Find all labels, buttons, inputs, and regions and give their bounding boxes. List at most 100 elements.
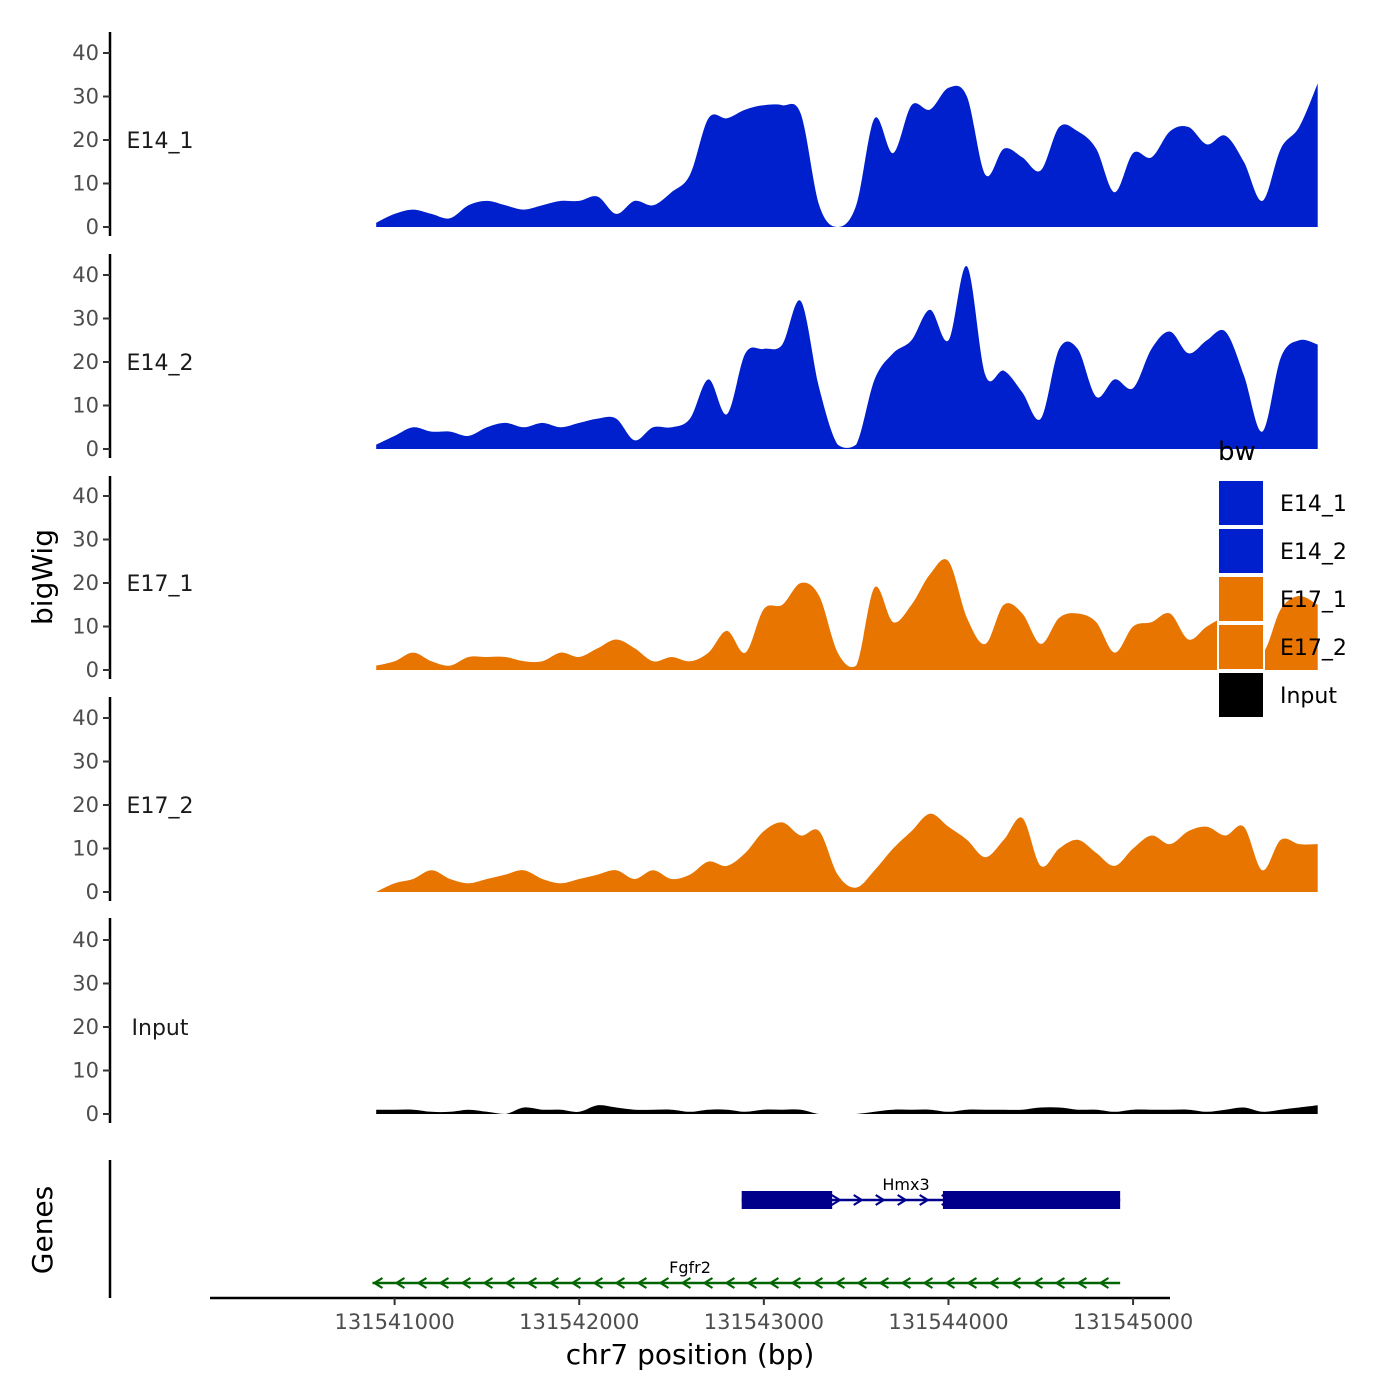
x-tick-label: 131545000	[1073, 1310, 1193, 1334]
coverage-area-E14_1	[376, 83, 1318, 227]
x-tick-label: 131541000	[334, 1310, 454, 1334]
y-tick-label: 0	[86, 437, 99, 461]
strand-chevron	[919, 1194, 930, 1206]
track-label: E14_1	[127, 129, 194, 154]
y-tick-label: 20	[72, 128, 99, 152]
strand-chevron	[438, 1277, 450, 1289]
strand-chevron	[831, 1194, 842, 1206]
x-tick-label: 131543000	[704, 1310, 824, 1334]
strand-chevron	[372, 1277, 384, 1289]
coverage-area-E17_2	[376, 813, 1318, 892]
track-E14_1: 0 10 20 30 40 E14_1	[72, 32, 1318, 239]
gene-Fgfr2: Fgfr2	[372, 1258, 1121, 1289]
legend-key-E14_1	[1217, 479, 1265, 527]
strand-chevron	[504, 1277, 516, 1289]
strand-chevron	[1098, 1277, 1110, 1289]
strand-chevron	[394, 1277, 406, 1289]
y-tick-label: 0	[86, 1102, 99, 1126]
strand-chevron	[680, 1277, 692, 1289]
strand-chevron	[570, 1277, 582, 1289]
legend-label: E14_1	[1280, 492, 1347, 517]
track-label: E17_2	[127, 794, 194, 819]
strand-chevron	[1032, 1277, 1044, 1289]
strand-chevron	[853, 1194, 864, 1206]
strand-chevron	[658, 1277, 670, 1289]
legend-key-E17_1	[1217, 575, 1265, 623]
legend-label: Input	[1280, 684, 1337, 709]
y-tick-label: 0	[86, 658, 99, 682]
strand-chevron	[614, 1277, 626, 1289]
y-tick-label: 10	[72, 172, 99, 196]
strand-chevron	[834, 1277, 846, 1289]
y-tick-label: 40	[72, 928, 99, 952]
coverage-area-E17_1	[376, 559, 1318, 670]
strand-chevron	[702, 1277, 714, 1289]
y-tick-label: 20	[72, 1015, 99, 1039]
strand-chevron	[636, 1277, 648, 1289]
gene-exon	[741, 1191, 833, 1209]
legend-key-E17_2	[1217, 623, 1265, 671]
track-label: Input	[132, 1016, 189, 1041]
y-tick-label: 0	[86, 215, 99, 239]
y-tick-label: 30	[72, 85, 99, 109]
strand-chevron	[768, 1277, 780, 1289]
strand-chevron	[878, 1277, 890, 1289]
y-tick-label: 10	[72, 394, 99, 418]
x-axis: 131541000 131542000 131543000 131544000 1315…	[210, 1296, 1193, 1334]
y-tick-label: 20	[72, 571, 99, 595]
y-tick-label: 40	[72, 263, 99, 287]
strand-chevron	[966, 1277, 978, 1289]
y-tick-label: 30	[72, 307, 99, 331]
strand-chevron	[1076, 1277, 1088, 1289]
strand-chevron	[856, 1277, 868, 1289]
strand-chevron	[944, 1277, 956, 1289]
legend-key-Input	[1217, 671, 1265, 719]
x-tick-label: 131542000	[519, 1310, 639, 1334]
strand-chevron	[482, 1277, 494, 1289]
track-label: E14_2	[127, 351, 194, 376]
strand-chevron	[988, 1277, 1000, 1289]
legend-label: E17_2	[1280, 636, 1347, 661]
track-E17_1: 0 10 20 30 40 E17_1	[72, 476, 1318, 682]
y-tick-label: 30	[72, 750, 99, 774]
track-E17_2: 0 10 20 30 40 E17_2	[72, 697, 1318, 904]
y-tick-label: 40	[72, 706, 99, 730]
x-axis-title: chr7 position (bp)	[566, 1338, 815, 1371]
y-tick-label: 10	[72, 837, 99, 861]
genes-axis-title: Genes	[26, 1186, 59, 1274]
genes-track: Hmx3 Fgfr2	[108, 1160, 1121, 1298]
y-tick-label: 10	[72, 1059, 99, 1083]
y-tick-label: 40	[72, 41, 99, 65]
y-tick-label: 20	[72, 350, 99, 374]
gene-label: Fgfr2	[669, 1258, 711, 1277]
gene-label: Hmx3	[882, 1175, 929, 1194]
gene-exon	[942, 1191, 1121, 1209]
strand-chevron	[1010, 1277, 1022, 1289]
y-tick-label: 0	[86, 880, 99, 904]
coverage-area-E14_2	[376, 265, 1318, 449]
strand-chevron	[724, 1277, 736, 1289]
strand-chevron	[900, 1277, 912, 1289]
track-E14_2: 0 10 20 30 40 E14_2	[72, 254, 1318, 461]
legend-label: E17_1	[1280, 588, 1347, 613]
strand-chevron	[812, 1277, 824, 1289]
coverage-tracks: 0 10 20 30 40 E14_1 0 10 20 30 40 E14_2 0 10 20 30 40 E17…	[72, 32, 1318, 1126]
strand-chevron	[548, 1277, 560, 1289]
strand-chevron	[592, 1277, 604, 1289]
strand-chevron	[416, 1277, 428, 1289]
gene-Hmx3: Hmx3	[741, 1175, 1121, 1209]
legend-title: bw	[1218, 437, 1256, 467]
strand-chevron	[897, 1194, 908, 1206]
strand-chevron	[922, 1277, 934, 1289]
y-tick-label: 30	[72, 528, 99, 552]
strand-chevron	[1054, 1277, 1066, 1289]
legend: bw E14_1 E14_2 E17_1 E17_2 Input	[1217, 437, 1347, 719]
y-tick-label: 40	[72, 484, 99, 508]
legend-key-E14_2	[1217, 527, 1265, 575]
strand-chevron	[875, 1194, 886, 1206]
track-label: E17_1	[127, 572, 194, 597]
strand-chevron	[746, 1277, 758, 1289]
strand-chevron	[526, 1277, 538, 1289]
y-tick-label: 10	[72, 615, 99, 639]
